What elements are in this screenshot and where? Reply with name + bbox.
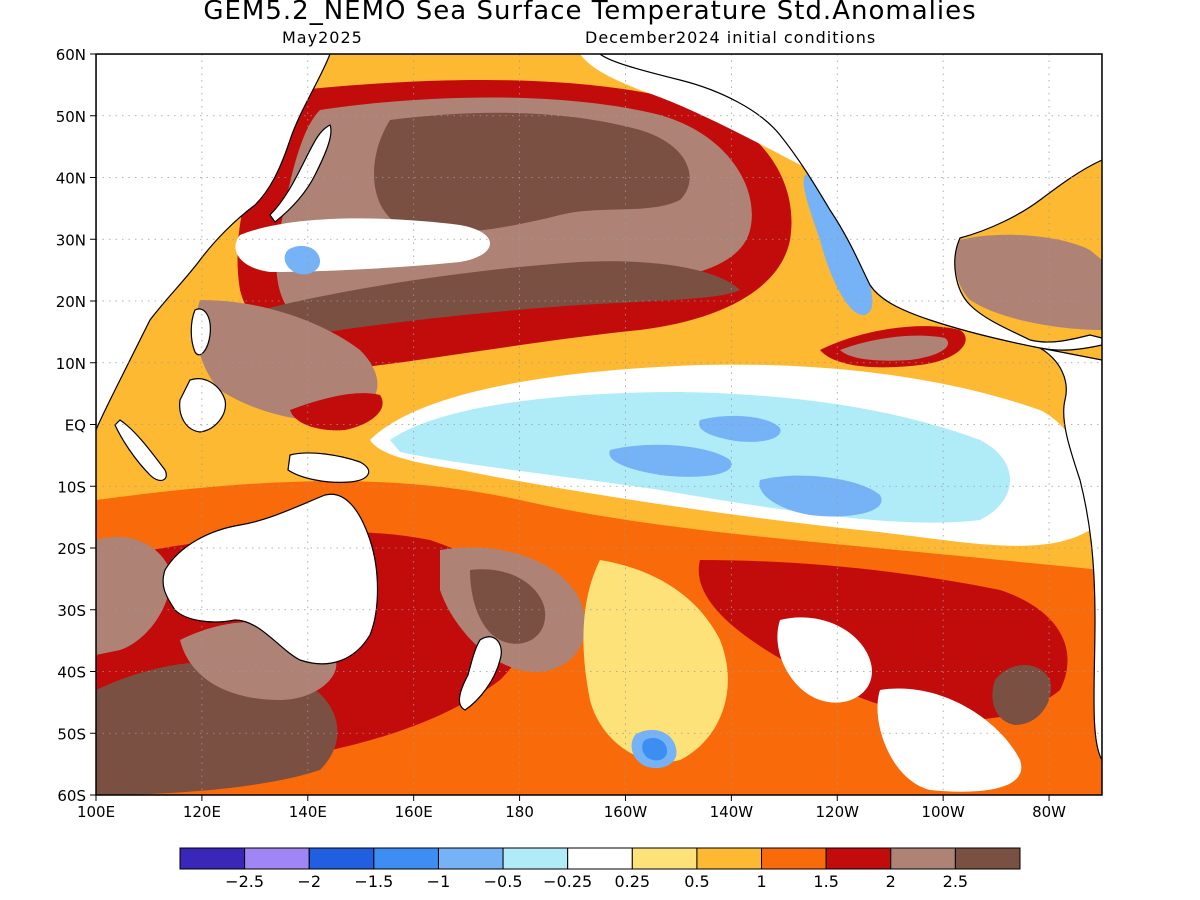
- california-current-cold: [803, 174, 873, 316]
- land-japan: [269, 124, 332, 223]
- colorbar-swatch: [308, 847, 375, 870]
- lat-tick-label: 40S: [57, 664, 86, 682]
- colorbar-label: 1.5: [813, 872, 838, 891]
- colorbar-swatch: [437, 847, 504, 870]
- colorbar: −2.5 −2 −1.5 −1 −0.5 −0.25 0.25 0.5 1 1.5 2 2.5: [179, 847, 1021, 891]
- lat-tick-label: 50N: [56, 108, 86, 126]
- colorbar-label: −2.5: [225, 872, 264, 891]
- land-masses: [96, 54, 1102, 795]
- south-pacific-white-2: [877, 688, 1022, 792]
- land-sumatra: [114, 419, 167, 482]
- caribbean-brown: [954, 234, 1102, 330]
- colorbar-swatch: [825, 847, 892, 870]
- colorbar-label: 1: [756, 872, 766, 891]
- west-pacific-warm-pool: [196, 300, 378, 421]
- lon-tick-label: 180: [505, 803, 534, 821]
- colorbar-label: −0.5: [484, 872, 523, 891]
- colorbar-label: −1: [427, 872, 451, 891]
- lat-tick-label: 20S: [57, 540, 86, 558]
- latitude-labels: 60N 50N 40N 30N 20N 10N EQ 10S 20S 30S 40S 50S 60S: [56, 46, 96, 805]
- colorbar-swatch: [761, 847, 827, 870]
- lon-tick-label: 120W: [816, 803, 860, 821]
- colorbar-label: 2.5: [943, 872, 968, 891]
- lat-tick-label: 60S: [57, 787, 86, 805]
- colorbar-label: −2: [297, 872, 321, 891]
- colorbar-swatch: [373, 847, 439, 870]
- equatorial-cold-core-3: [699, 415, 781, 442]
- lon-tick-label: 160W: [604, 803, 648, 821]
- lon-tick-label: 100W: [921, 803, 965, 821]
- se-pacific-brown-blob: [992, 665, 1051, 725]
- longitude-labels: 100E 120E 140E 160E 180 160W 140W 120W 100W 80W: [77, 795, 1066, 821]
- land-new-guinea: [287, 452, 370, 483]
- colorbar-swatch: [567, 847, 633, 870]
- lon-tick-label: 140E: [289, 803, 327, 821]
- land-asia: [96, 54, 331, 431]
- eastern-tropical-brown: [840, 335, 949, 361]
- forecast-month: May2025: [282, 28, 363, 47]
- map-title: GEM5.2_NEMO Sea Surface Temperature Std.…: [203, 0, 977, 26]
- south-pacific-brown-2: [470, 569, 546, 644]
- lat-tick-label: 60N: [56, 46, 86, 64]
- indian-ocean-brown: [96, 536, 171, 655]
- lat-tick-label: 50S: [57, 725, 86, 743]
- colorbar-label: −0.25: [543, 872, 592, 891]
- land-south-america: [1039, 347, 1102, 795]
- colorbar-swatch: [890, 847, 956, 870]
- graticule: [96, 54, 1102, 795]
- equatorial-cold-core-1: [609, 444, 732, 477]
- lon-tick-label: 100E: [77, 803, 115, 821]
- lat-tick-label: 10N: [56, 355, 86, 373]
- equatorial-cold-core-2: [759, 475, 882, 517]
- land-australia: [162, 493, 379, 665]
- lon-tick-label: 120E: [183, 803, 221, 821]
- south-blue-eddy-core: [642, 738, 668, 761]
- colorbar-label: 2: [886, 872, 896, 891]
- land-new-zealand: [458, 636, 502, 711]
- west-pacific-red-ring: [290, 393, 383, 431]
- initial-conditions: December2024 initial conditions: [585, 28, 877, 47]
- colorbar-swatch: [502, 847, 569, 870]
- north-pacific-dark-brown: [373, 112, 690, 233]
- colorbar-swatch: [179, 847, 246, 870]
- kuroshio-cold-eddy: [284, 245, 321, 275]
- lon-tick-label: 140W: [710, 803, 754, 821]
- land-borneo: [179, 378, 227, 433]
- lat-tick-label: 30S: [57, 602, 86, 620]
- lat-tick-label: 40N: [56, 170, 86, 188]
- land-north-america: [599, 54, 1102, 351]
- colorbar-swatch: [244, 847, 310, 870]
- southeast-pacific-red: [698, 560, 1068, 720]
- lat-tick-label: 20N: [56, 293, 86, 311]
- north-pacific-dark-band: [256, 261, 740, 340]
- colorbar-swatch: [954, 847, 1021, 870]
- lat-tick-label: 30N: [56, 231, 86, 249]
- land-philippines: [190, 308, 211, 356]
- colorbar-label: 0.5: [684, 872, 709, 891]
- colorbar-label: −1.5: [354, 872, 393, 891]
- colorbar-label: 0.25: [614, 872, 650, 891]
- colorbar-swatch: [696, 847, 763, 870]
- lon-tick-label: 160E: [395, 803, 433, 821]
- lat-tick-label: 10S: [57, 478, 86, 496]
- lon-tick-label: 80W: [1032, 803, 1066, 821]
- south-white-patch: [777, 617, 872, 703]
- mid-south-yellow: [583, 560, 728, 762]
- lat-tick-label: EQ: [65, 417, 86, 435]
- colorbar-swatch: [631, 847, 698, 870]
